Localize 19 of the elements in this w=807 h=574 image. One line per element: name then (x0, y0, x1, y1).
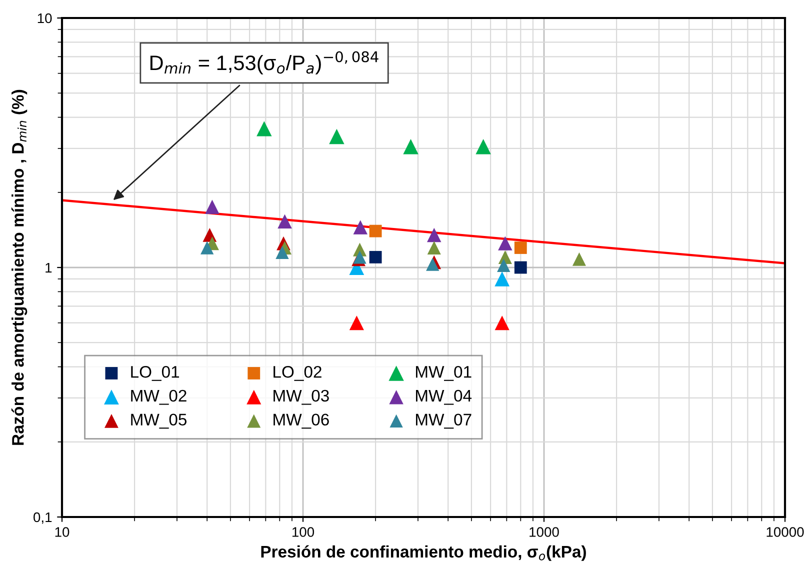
y-tick-label: 10 (38, 13, 52, 24)
y-axis-title: Razón de amortiguamiento mínimo , D$_{min}$ (%) (11, 90, 28, 445)
legend-label: MW_04 (416, 390, 472, 405)
x-tick-label: 10000 (766, 527, 804, 537)
y-tick-label: 1 (46, 262, 52, 273)
legend-label: LO_02 (274, 366, 322, 381)
legend-label: MW_07 (416, 414, 472, 429)
legend-label: MW_03 (274, 390, 329, 405)
x-tick-label: 1000 (530, 527, 559, 537)
legend-label: MW_01 (416, 366, 472, 381)
y-tick-label: 0,1 (34, 512, 52, 524)
x-axis-title: Presión de confinamiento medio, σ$_{o}$(kPa) (261, 545, 586, 561)
legend-label: MW_02 (131, 390, 186, 405)
legend-label: MW_06 (274, 414, 329, 429)
x-tick-label: 100 (292, 527, 314, 537)
x-tick-label: 10 (55, 527, 70, 537)
annotation: D$_{min}$ = 1,53(σ$_{o}$/P$_{a}$)$^{−0,084}$ (150, 51, 378, 74)
legend-label: LO_01 (131, 366, 180, 381)
legend-label: MW_05 (131, 414, 187, 429)
